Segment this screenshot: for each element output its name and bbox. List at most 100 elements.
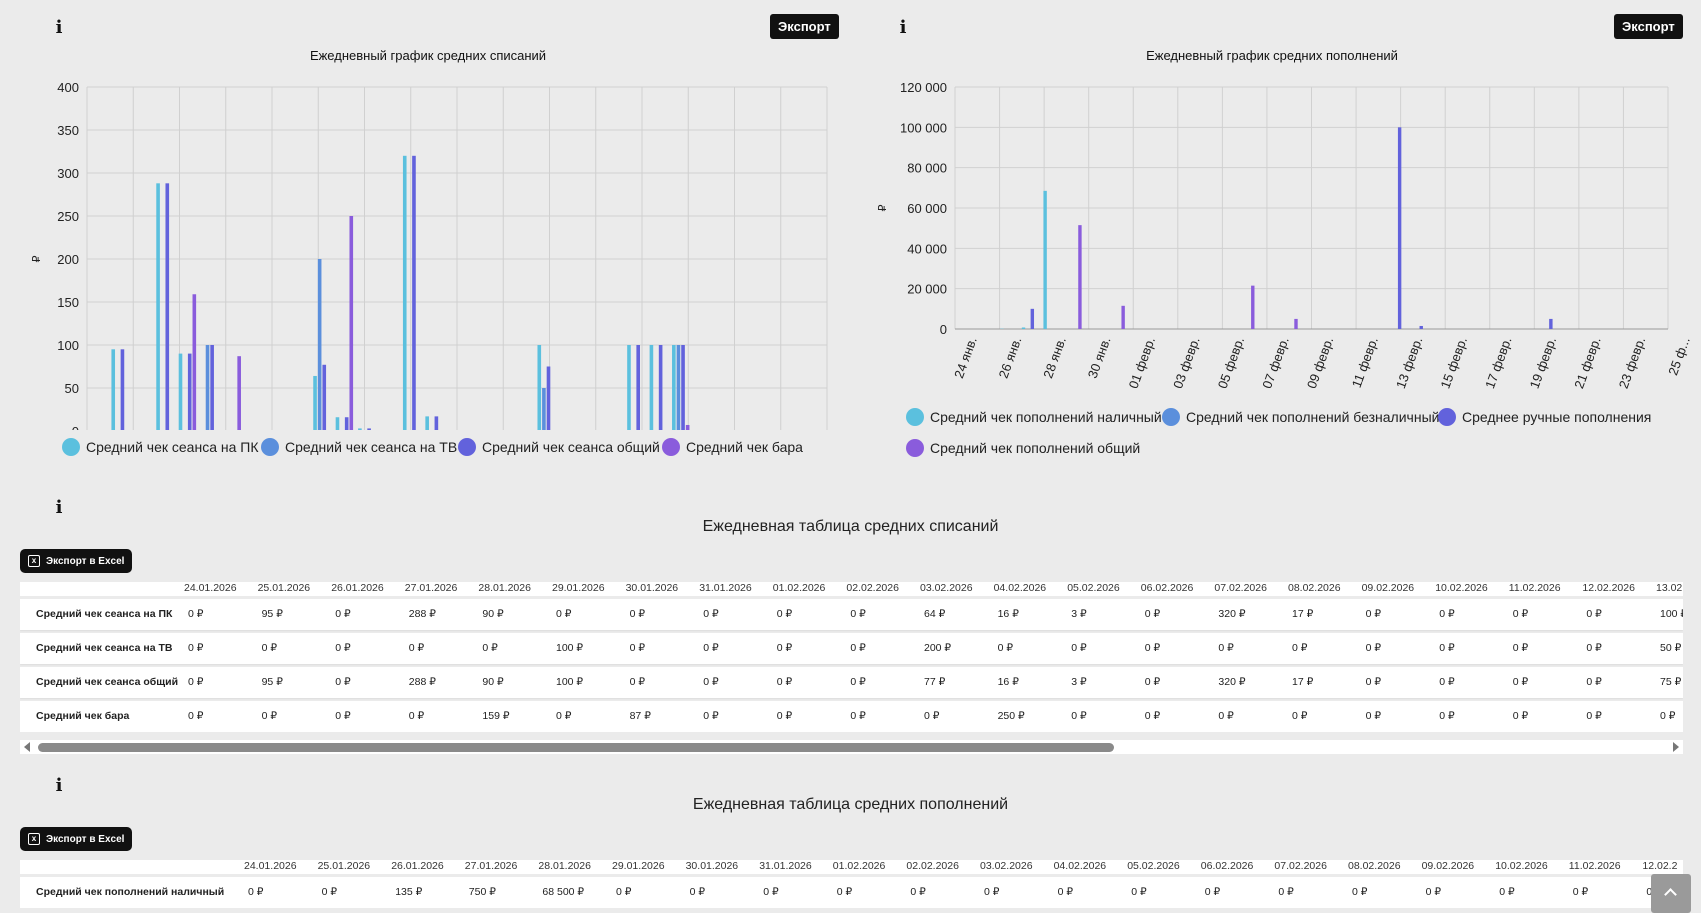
table-cell: 0 ₽ bbox=[1512, 608, 1529, 620]
table-cell: 0 ₽ bbox=[335, 710, 351, 722]
legend-item-cash[interactable]: Средний чек пополнений наличный bbox=[906, 408, 1162, 426]
table-cell: 0 ₽ bbox=[1439, 642, 1455, 654]
table-cell: 3 ₽ bbox=[1071, 608, 1087, 620]
x-tick-label: 09 февр. bbox=[1304, 335, 1336, 391]
legend-item-bar[interactable]: Средний чек бара bbox=[662, 438, 803, 456]
info-icon[interactable]: i bbox=[55, 497, 63, 518]
horizontal-scrollbar[interactable] bbox=[20, 740, 1683, 754]
x-tick-label: 13 февр. bbox=[1393, 335, 1425, 391]
table-cell: 320 ₽ bbox=[1218, 676, 1246, 688]
column-header: 09.02.2026 bbox=[1421, 860, 1475, 872]
column-header: 07.02.2026 bbox=[1214, 582, 1267, 594]
table-cell: 0 ₽ bbox=[556, 710, 572, 722]
bar bbox=[358, 428, 362, 430]
table-cell: 0 ₽ bbox=[1439, 710, 1455, 722]
excel-export-button[interactable]: x Экспорт в Excel bbox=[20, 827, 133, 851]
y-tick-label: 250 bbox=[57, 209, 79, 224]
table-cell: 50 ₽ bbox=[1660, 642, 1682, 654]
table-cell: 0 ₽ bbox=[188, 642, 204, 654]
bar bbox=[649, 345, 654, 430]
table-cell: 0 ₽ bbox=[703, 710, 719, 722]
bar bbox=[165, 183, 170, 430]
legend-dot bbox=[261, 438, 279, 456]
x-tick-label: 30 янв. bbox=[1085, 335, 1114, 380]
table-cell: 0 ₽ bbox=[1071, 642, 1087, 654]
y-axis-label: ₽ bbox=[877, 205, 889, 212]
table-cell: 0 ₽ bbox=[1131, 886, 1147, 898]
export-button-writeoffs[interactable]: Экспорт bbox=[770, 14, 839, 39]
scroll-to-top-button[interactable] bbox=[1651, 874, 1691, 913]
column-header: 31.01.2026 bbox=[759, 860, 812, 872]
y-tick-label: 200 bbox=[57, 252, 79, 267]
table-cell: 0 ₽ bbox=[1204, 886, 1221, 898]
legend-item-pc[interactable]: Средний чек сеанса на ПК bbox=[62, 438, 259, 456]
table-cell: 0 ₽ bbox=[556, 608, 572, 620]
table-cell: 90 ₽ bbox=[482, 608, 504, 620]
bar bbox=[120, 349, 125, 430]
writeoffs-chart: 050100150200250300350400₽24 янв.26 янв.2… bbox=[31, 80, 828, 430]
legend-item-manual[interactable]: Среднее ручные пополнения bbox=[1438, 408, 1651, 426]
legend-item-tv[interactable]: Средний чек сеанса на ТВ bbox=[261, 438, 457, 456]
scroll-left-icon[interactable] bbox=[24, 742, 30, 752]
table-cell: 0 ₽ bbox=[850, 608, 866, 620]
column-header: 24.01.2026 bbox=[184, 582, 237, 594]
column-header: 02.02.2026 bbox=[846, 582, 899, 594]
table-cell: 95 ₽ bbox=[261, 608, 283, 620]
column-header: 05.02.2026 bbox=[1067, 582, 1120, 594]
bar bbox=[111, 349, 116, 430]
table-cell: 0 ₽ bbox=[1071, 710, 1087, 722]
table-cell: 0 ₽ bbox=[1352, 886, 1368, 898]
table-cell: 0 ₽ bbox=[997, 642, 1014, 654]
scroll-thumb[interactable] bbox=[38, 743, 1114, 752]
table-cell: 3 ₽ bbox=[1071, 676, 1087, 688]
table-cell: 135 ₽ bbox=[395, 886, 423, 898]
table-cell: 100 ₽ bbox=[556, 676, 584, 688]
row-label: Средний чек сеанса общий bbox=[36, 676, 179, 688]
table-cell: 0 ₽ bbox=[703, 676, 719, 688]
column-header: 29.01.2026 bbox=[552, 582, 605, 594]
table-cell: 0 ₽ bbox=[836, 886, 853, 898]
writeoffs-legend: Средний чек сеанса на ПК Средний чек сеа… bbox=[62, 438, 862, 458]
table-cell: 0 ₽ bbox=[1144, 642, 1161, 654]
table-cell: 0 ₽ bbox=[776, 710, 793, 722]
column-header: 25.01.2026 bbox=[257, 582, 311, 594]
info-icon[interactable]: i bbox=[55, 17, 63, 38]
table-cell: 87 ₽ bbox=[629, 710, 651, 722]
table-cell: 0 ₽ bbox=[1292, 642, 1308, 654]
bar bbox=[537, 345, 542, 430]
chart-title-writeoffs: Ежедневный график средних списаний bbox=[309, 48, 547, 63]
info-icon[interactable]: i bbox=[55, 775, 63, 796]
bar bbox=[1251, 285, 1255, 329]
column-header: 09.02.2026 bbox=[1361, 582, 1415, 594]
y-tick-label: 150 bbox=[57, 295, 79, 310]
bar bbox=[192, 294, 197, 430]
table-cell: 0 ₽ bbox=[1365, 710, 1382, 722]
table-cell: 0 ₽ bbox=[1144, 608, 1161, 620]
export-button-topups[interactable]: Экспорт bbox=[1614, 14, 1683, 39]
table-cell: 0 ₽ bbox=[763, 886, 779, 898]
info-icon[interactable]: i bbox=[899, 17, 907, 38]
x-tick-label: 05 февр. bbox=[1215, 335, 1247, 391]
table-cell: 0 ₽ bbox=[776, 608, 793, 620]
legend-item-cashless[interactable]: Средний чек пополнений безналичный bbox=[1162, 408, 1439, 426]
column-header: 01.02.2026 bbox=[832, 860, 886, 872]
legend-item-total[interactable]: Средний чек пополнений общий bbox=[906, 439, 1140, 457]
table-cell: 0 ₽ bbox=[1572, 886, 1589, 898]
x-tick-label: 11 февр. bbox=[1349, 335, 1381, 390]
topups-chart: 0 20 000 40 000 60 000 80 000 100 000 120 000 ₽… bbox=[877, 80, 1693, 391]
excel-icon: x bbox=[28, 833, 40, 845]
bar bbox=[349, 216, 354, 430]
table-cell: 68 500 ₽ bbox=[542, 886, 585, 898]
topups-legend: Средний чек пополнений наличный Средний … bbox=[906, 408, 1696, 458]
legend-item-total[interactable]: Средний чек сеанса общий bbox=[458, 438, 660, 456]
excel-export-button[interactable]: x Экспорт в Excel bbox=[20, 549, 133, 573]
table-cell: 0 ₽ bbox=[1057, 886, 1074, 898]
table-cell: 0 ₽ bbox=[261, 710, 278, 722]
y-tick-label: 0 bbox=[940, 322, 947, 337]
x-tick-label: 21 февр. bbox=[1571, 335, 1603, 391]
table-cell: 0 ₽ bbox=[850, 710, 866, 722]
table-cell: 0 ₽ bbox=[1218, 710, 1234, 722]
bar bbox=[1021, 327, 1026, 329]
column-header: 28.01.2026 bbox=[538, 860, 591, 872]
scroll-right-icon[interactable] bbox=[1673, 742, 1679, 752]
